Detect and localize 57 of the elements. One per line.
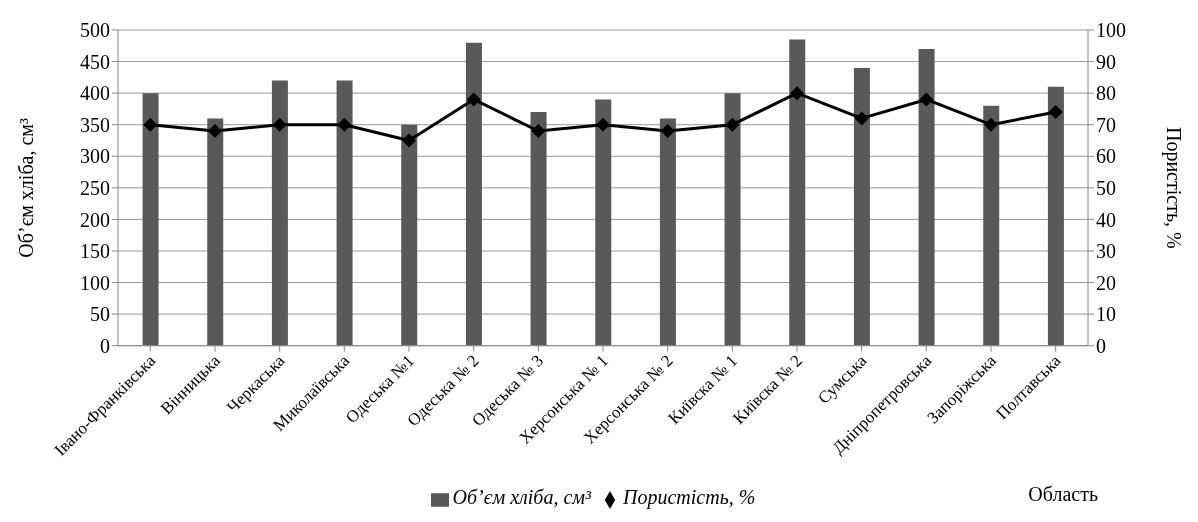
bar	[853, 67, 870, 346]
point	[790, 86, 804, 101]
bar	[918, 48, 935, 346]
point	[596, 117, 610, 132]
y-tick-label: 400	[80, 82, 110, 105]
y-tick-label: 150	[80, 240, 110, 263]
y2-tick-label: 70	[1096, 113, 1116, 136]
bar	[142, 93, 159, 346]
bar	[1047, 86, 1064, 346]
x-axis-title: Область	[1028, 483, 1098, 506]
legend-label: Об’єм хліба, см³	[452, 485, 592, 508]
point	[854, 111, 869, 126]
y2-axis-title: Пористість, %	[1161, 126, 1185, 249]
point	[143, 117, 158, 132]
bar	[595, 99, 612, 346]
y2-tick-label: 0	[1096, 334, 1106, 357]
y-tick-label: 350	[80, 113, 110, 136]
bar	[336, 80, 353, 346]
y-tick-label: 200	[80, 208, 110, 231]
point	[337, 117, 352, 132]
point	[984, 117, 998, 132]
y2-tick-label: 50	[1096, 176, 1116, 199]
point	[531, 124, 546, 139]
y2-tick-label: 90	[1096, 50, 1116, 73]
point	[466, 92, 481, 107]
point	[725, 117, 740, 132]
y-tick-label: 500	[80, 19, 110, 42]
point	[272, 117, 287, 132]
y-tick-label: 0	[100, 334, 110, 357]
bar	[789, 39, 806, 346]
bar	[530, 112, 547, 346]
y2-tick-label: 100	[1096, 19, 1126, 42]
y-tick-label: 300	[80, 145, 110, 168]
legend-label: Пористість, %	[623, 485, 756, 508]
bar	[983, 105, 1000, 346]
y-tick-label: 100	[80, 271, 110, 294]
y2-tick-label: 80	[1096, 82, 1116, 105]
bar	[724, 93, 741, 346]
bar	[401, 124, 418, 346]
y2-tick-label: 10	[1096, 303, 1116, 326]
bar	[659, 118, 676, 346]
y-tick-label: 50	[90, 303, 110, 326]
y-tick-label: 250	[80, 176, 110, 199]
y-tick-label: 450	[80, 50, 110, 73]
bar	[207, 118, 224, 346]
point	[1048, 105, 1063, 120]
y2-tick-label: 20	[1096, 271, 1116, 294]
point	[208, 124, 222, 139]
y2-tick-label: 60	[1096, 145, 1116, 168]
y2-tick-label: 40	[1096, 208, 1116, 231]
point	[660, 124, 675, 139]
bar	[271, 80, 288, 346]
point	[919, 92, 934, 107]
y-axis-title: Об’єм хліба, см³	[15, 118, 38, 258]
point	[402, 133, 416, 148]
bar	[465, 42, 482, 346]
y2-tick-label: 30	[1096, 240, 1116, 263]
